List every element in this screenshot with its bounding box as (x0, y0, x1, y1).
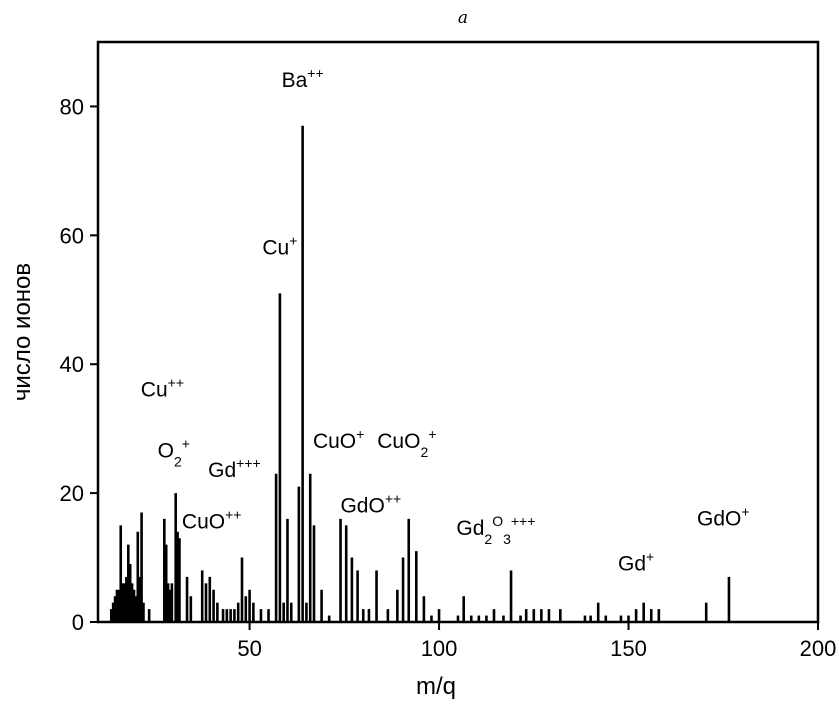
peak-annotation: Gd+ (618, 548, 654, 575)
peak-annotation: Gd2O3+++ (456, 513, 535, 547)
y-tick-label: 0 (72, 610, 84, 635)
x-axis: 50 100 150 200 (237, 622, 836, 661)
peak-annotation: Ba++ (282, 65, 324, 92)
y-tick-label: 80 (60, 94, 84, 119)
y-tick-label: 60 (60, 223, 84, 248)
peak-annotation: GdO++ (340, 490, 401, 517)
peak-annotations: Ba++ Cu+ Cu++ O2+ Gd+++ CuO+ CuO2+ CuO++ GdO++ Gd… (141, 65, 750, 575)
peak-annotation: CuO2+ (377, 426, 436, 460)
x-tick-label: 150 (610, 636, 647, 661)
x-tick-label: 100 (421, 636, 458, 661)
panel-label: a (458, 8, 468, 28)
peak-annotation: Cu++ (141, 374, 184, 401)
peak-annotation: GdO+ (697, 503, 750, 530)
x-tick-label: 50 (237, 636, 261, 661)
y-tick-label: 40 (60, 352, 84, 377)
peak-annotation: Cu+ (262, 233, 297, 260)
spectrum-peaks (109, 125, 731, 622)
peak-annotation: O2+ (158, 436, 190, 470)
peak-annotation: CuO++ (182, 507, 242, 534)
x-tick-label: 200 (800, 636, 837, 661)
peak-annotation: CuO+ (313, 426, 364, 453)
x-axis-title: m/q (416, 673, 456, 700)
y-axis: 0 20 40 60 80 (60, 94, 98, 635)
peak-annotation: Gd+++ (208, 455, 261, 482)
y-axis-title: число ионов (9, 263, 36, 401)
plot-frame (96, 40, 820, 624)
y-tick-label: 20 (60, 481, 84, 506)
